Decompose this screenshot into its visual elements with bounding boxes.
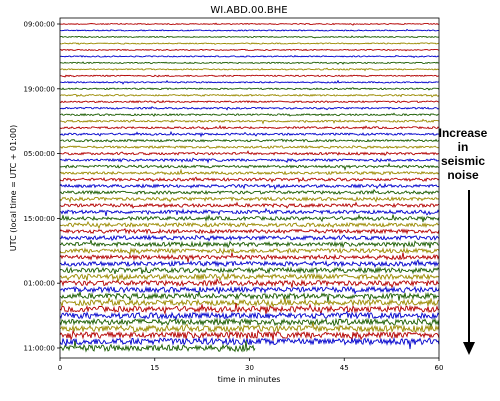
trace-row-38 bbox=[59, 259, 440, 269]
trace-row-51 bbox=[59, 340, 256, 353]
y-tick-label: 11:00:00 bbox=[24, 345, 55, 353]
x-tick-label: 30 bbox=[245, 364, 254, 372]
trace-row-20 bbox=[59, 145, 440, 150]
trace-row-43 bbox=[59, 291, 440, 303]
trace-row-50 bbox=[59, 336, 440, 350]
trace-row-19 bbox=[59, 138, 440, 143]
x-tick-label: 45 bbox=[340, 364, 349, 372]
trace-row-49 bbox=[59, 328, 440, 342]
trace-row-16 bbox=[59, 118, 440, 125]
trace-row-46 bbox=[59, 310, 440, 321]
x-axis: 0 15 30 45 60 bbox=[58, 358, 444, 372]
trace-row-1 bbox=[59, 22, 440, 26]
trace-row-9 bbox=[59, 74, 440, 78]
annotation-line-4: noise bbox=[447, 168, 479, 182]
y-tick-label: 05:00:00 bbox=[24, 150, 55, 158]
down-arrow-icon bbox=[463, 190, 475, 355]
trace-row-37 bbox=[59, 252, 440, 263]
chart-title: WI.ABD.00.BHE bbox=[210, 5, 287, 16]
trace-row-22 bbox=[59, 157, 440, 164]
trace-row-14 bbox=[59, 106, 440, 111]
y-tick-label: 01:00:00 bbox=[24, 280, 55, 288]
trace-row-3 bbox=[59, 35, 440, 39]
trace-row-29 bbox=[59, 201, 440, 209]
x-tick-label: 0 bbox=[58, 364, 62, 372]
trace-row-30 bbox=[59, 207, 440, 217]
trace-row-24 bbox=[59, 168, 440, 176]
trace-row-26 bbox=[59, 182, 440, 190]
trace-row-15 bbox=[59, 112, 440, 117]
x-axis-label: time in minutes bbox=[218, 375, 281, 384]
trace-row-47 bbox=[59, 317, 440, 328]
trace-group bbox=[59, 22, 440, 353]
y-tick-label: 09:00:00 bbox=[24, 21, 55, 29]
trace-row-25 bbox=[59, 176, 440, 183]
trace-row-44 bbox=[59, 297, 440, 309]
annotation-line-2: in bbox=[457, 140, 469, 154]
y-axis: 09:00:00 19:00:00 05:00:00 15:00:00 01:00:00… bbox=[24, 21, 60, 353]
noise-annotation: Increase in seismic noise bbox=[428, 126, 498, 182]
trace-row-11 bbox=[59, 87, 440, 91]
annotation-line-1: Increase bbox=[438, 126, 488, 140]
trace-row-21 bbox=[59, 150, 440, 156]
trace-row-12 bbox=[59, 93, 440, 98]
trace-row-34 bbox=[59, 234, 440, 242]
trace-row-42 bbox=[59, 285, 440, 295]
trace-row-6 bbox=[59, 54, 440, 59]
x-tick-label: 15 bbox=[150, 364, 159, 372]
annotation-line-3: seismic bbox=[440, 154, 486, 168]
trace-row-2 bbox=[59, 28, 440, 32]
trace-row-23 bbox=[59, 162, 440, 172]
y-tick-label: 19:00:00 bbox=[24, 85, 55, 93]
trace-row-7 bbox=[59, 61, 440, 65]
trace-row-10 bbox=[59, 79, 440, 85]
y-tick-label: 15:00:00 bbox=[24, 215, 55, 223]
trace-row-32 bbox=[59, 220, 440, 230]
trace-row-5 bbox=[59, 48, 440, 52]
trace-row-31 bbox=[59, 213, 440, 223]
trace-row-45 bbox=[59, 303, 440, 316]
trace-row-33 bbox=[59, 227, 440, 235]
trace-row-35 bbox=[59, 239, 440, 249]
trace-row-27 bbox=[59, 188, 440, 196]
trace-row-39 bbox=[59, 265, 440, 275]
trace-row-41 bbox=[59, 277, 440, 289]
trace-row-8 bbox=[59, 67, 440, 72]
trace-row-36 bbox=[59, 247, 440, 256]
y-axis-label: UTC (local time = UTC + 01:00) bbox=[9, 125, 18, 251]
trace-row-17 bbox=[59, 124, 440, 130]
trace-row-4 bbox=[59, 42, 440, 45]
trace-row-48 bbox=[59, 322, 440, 334]
trace-row-28 bbox=[59, 196, 440, 204]
trace-row-18 bbox=[59, 130, 440, 138]
trace-row-13 bbox=[59, 99, 440, 104]
x-tick-label: 60 bbox=[435, 364, 444, 372]
trace-row-40 bbox=[59, 272, 440, 284]
